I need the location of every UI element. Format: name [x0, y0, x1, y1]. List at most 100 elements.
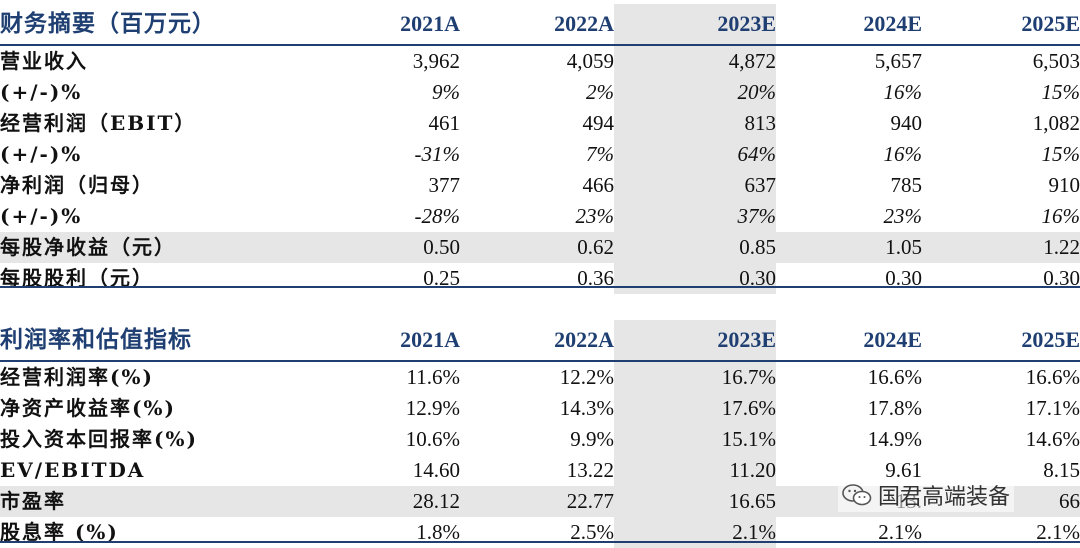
row-label: 市盈率: [0, 486, 330, 517]
cell-value: 494: [582, 111, 615, 135]
table-header-row: 利润率和估值指标 2021A 2022A 2023E 2024E 2025E: [0, 320, 1080, 362]
cell-value: 2.5%: [570, 520, 614, 544]
row-label: 经营利润率(%): [0, 365, 154, 389]
cell-value: 940: [890, 111, 923, 135]
table-row: (+/-)% -28% 23% 37% 23% 16%: [0, 201, 1080, 232]
cell-value: 0.85: [614, 232, 776, 263]
cell-value: 16.65: [614, 486, 776, 517]
row-label: 净资产收益率(%): [0, 396, 176, 420]
row-label: (+/-)%: [0, 80, 83, 104]
cell-value: 7%: [586, 142, 614, 166]
year-header: 2022A: [460, 320, 614, 362]
cell-value: 0.30: [614, 263, 776, 294]
cell-value: 17.6%: [614, 393, 776, 424]
cell-value: -28%: [414, 204, 461, 228]
cell-value: 0.30: [885, 266, 922, 290]
row-label: 经营利润（EBIT）: [0, 111, 197, 135]
cell-value: 12.9%: [405, 396, 460, 420]
table-row: 投入资本回报率(%) 10.6% 9.9% 15.1% 14.9% 14.6%: [0, 424, 1080, 455]
cell-value: 16%: [883, 142, 923, 166]
table-header-row: 财务摘要（百万元） 2021A 2022A 2023E 2024E 2025E: [0, 4, 1080, 46]
cell-value: 23%: [575, 204, 615, 228]
table-row: 经营利润（EBIT） 461 494 813 940 1,082: [0, 108, 1080, 139]
cell-value: 466: [582, 173, 615, 197]
cell-value: 0.25: [423, 266, 460, 290]
cell-value: 813: [614, 108, 776, 139]
row-label: 净利润（归母）: [0, 173, 154, 197]
cell-value: 15.1%: [614, 424, 776, 455]
watermark-text: 国君高端装备: [878, 485, 1011, 510]
cell-value: 785: [890, 173, 923, 197]
cell-value: 2.1%: [614, 517, 776, 548]
cell-value: 16.7%: [614, 361, 776, 393]
year-header: 2021A: [330, 320, 460, 362]
year-header: 2021A: [330, 4, 460, 46]
cell-value: 8.15: [1043, 458, 1080, 482]
cell-value: 9.9%: [570, 427, 614, 451]
cell-value: 1.05: [776, 232, 922, 263]
cell-value: 3,962: [412, 49, 460, 73]
cell-value: 28.12: [330, 486, 460, 517]
cell-value: 37%: [614, 201, 776, 232]
year-header: 2025E: [922, 320, 1080, 362]
cell-value: 11.6%: [406, 365, 460, 389]
table-bottom-rule: [0, 286, 1080, 288]
cell-value: 2.1%: [1036, 520, 1080, 544]
cell-value: 13.22: [566, 458, 614, 482]
wechat-icon: [842, 484, 872, 506]
cell-value: 5,657: [874, 49, 922, 73]
table-title: 财务摘要（百万元）: [0, 4, 330, 46]
row-label: (+/-)%: [0, 142, 83, 166]
row-label: 每股净收益（元）: [0, 232, 330, 263]
cell-value: 9%: [432, 80, 460, 104]
cell-value: 4,872: [614, 45, 776, 77]
row-label: (+/-)%: [0, 204, 83, 228]
cell-value: 64%: [614, 139, 776, 170]
year-header: 2024E: [776, 4, 922, 46]
cell-value: 0.36: [577, 266, 614, 290]
year-header: 2025E: [922, 4, 1080, 46]
table-row: 股息率 (%) 1.8% 2.5% 2.1% 2.1% 2.1%: [0, 517, 1080, 548]
cell-value: 461: [428, 111, 461, 135]
financial-summary-table: 财务摘要（百万元） 2021A 2022A 2023E 2024E 2025E …: [0, 4, 1080, 294]
cell-value: 1,082: [1032, 111, 1080, 135]
year-header: 2023E: [614, 320, 776, 362]
year-header: 2023E: [614, 4, 776, 46]
table-row: (+/-)% 9% 2% 20% 16% 15%: [0, 77, 1080, 108]
cell-value: 14.60: [412, 458, 460, 482]
cell-value: 15%: [1041, 142, 1080, 166]
wechat-watermark: 国君高端装备: [838, 478, 1015, 512]
cell-value: 12.2%: [559, 365, 614, 389]
cell-value: 1.8%: [416, 520, 460, 544]
cell-value: 0.50: [330, 232, 460, 263]
row-label: 股息率 (%): [0, 520, 119, 544]
table-row: (+/-)% -31% 7% 64% 16% 15%: [0, 139, 1080, 170]
table-bottom-rule: [0, 541, 1080, 543]
cell-value: -31%: [414, 142, 461, 166]
cell-value: 22.77: [460, 486, 614, 517]
cell-value: 14.9%: [867, 427, 922, 451]
cell-value: 16.6%: [1025, 365, 1080, 389]
cell-value: 0.30: [1043, 266, 1080, 290]
year-header: 2022A: [460, 4, 614, 46]
cell-value: 6,503: [1032, 49, 1080, 73]
year-header: 2024E: [776, 320, 922, 362]
cell-value: 15%: [1041, 80, 1080, 104]
cell-value: 20%: [614, 77, 776, 108]
table-row: 营业收入 3,962 4,059 4,872 5,657 6,503: [0, 45, 1080, 77]
row-label: 每股股利（元）: [0, 266, 154, 290]
cell-value: 10.6%: [405, 427, 460, 451]
table-row: 净利润（归母） 377 466 637 785 910: [0, 170, 1080, 201]
cell-value: 637: [614, 170, 776, 201]
cell-value: 910: [1048, 173, 1080, 197]
cell-value: 14.3%: [559, 396, 614, 420]
cell-value: 377: [428, 173, 461, 197]
cell-value: 23%: [883, 204, 923, 228]
cell-value: 14.6%: [1025, 427, 1080, 451]
table-row: 每股净收益（元） 0.50 0.62 0.85 1.05 1.22: [0, 232, 1080, 263]
margin-valuation-table: 利润率和估值指标 2021A 2022A 2023E 2024E 2025E 经…: [0, 320, 1080, 548]
row-label: 投入资本回报率(%): [0, 427, 198, 451]
table-title: 利润率和估值指标: [0, 320, 330, 362]
